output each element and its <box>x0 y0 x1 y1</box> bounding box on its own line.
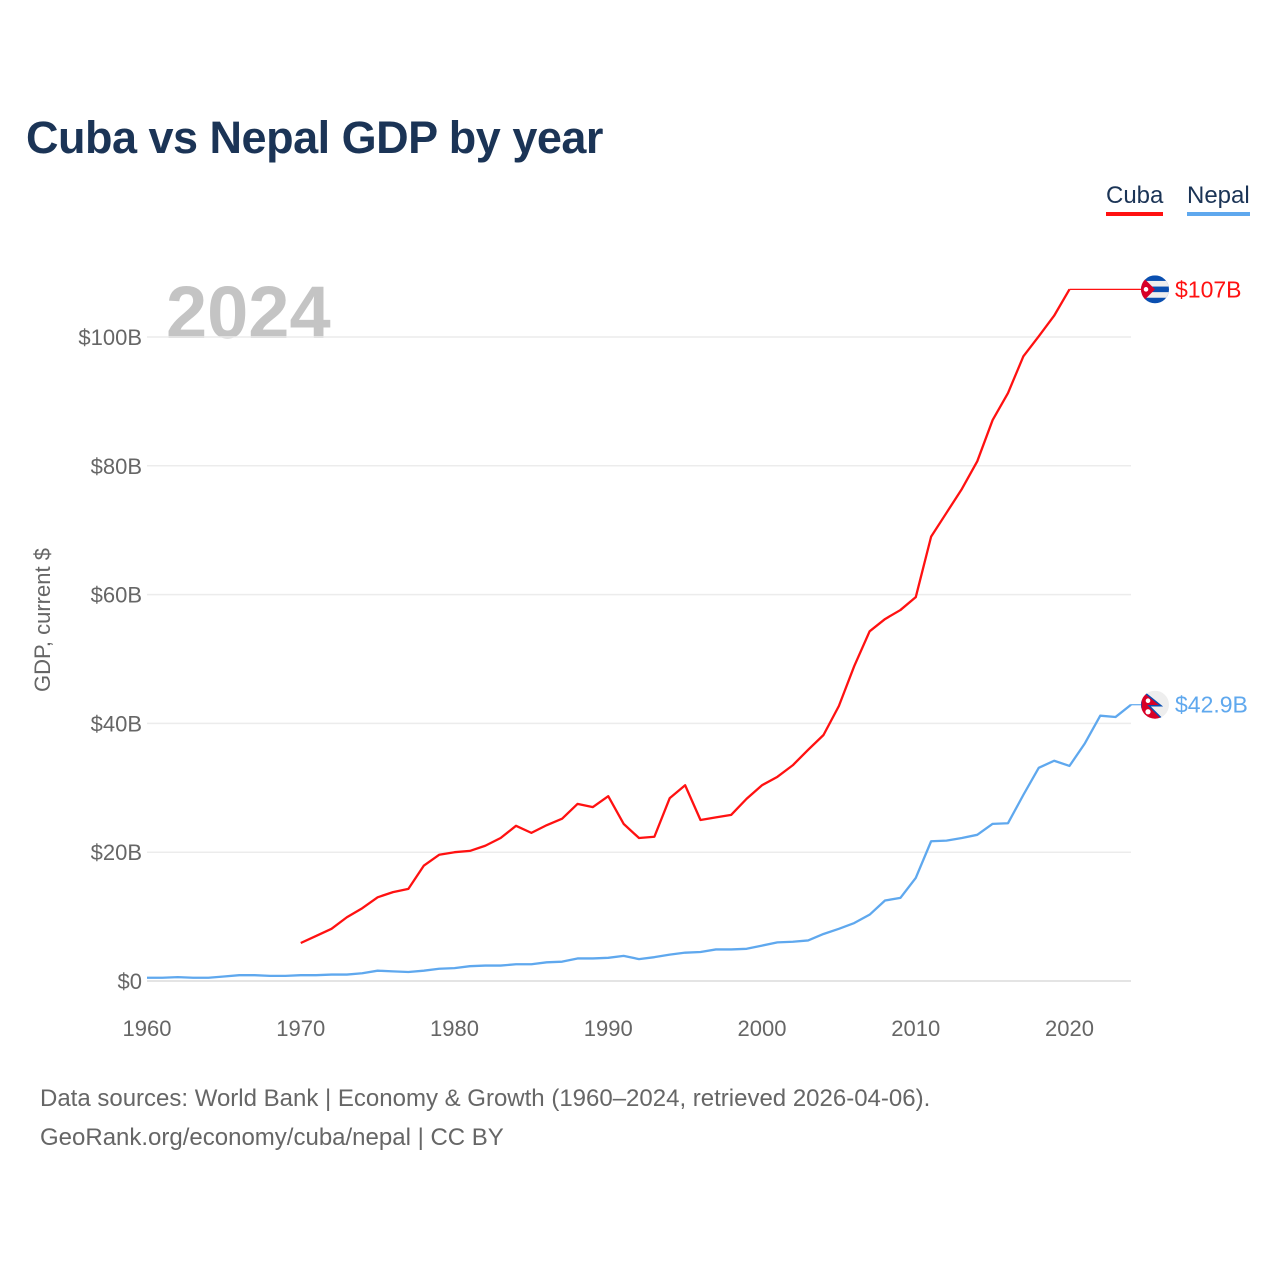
end-value-label-nepal: $42.9B <box>1175 692 1248 718</box>
x-tick-label: 2020 <box>1045 1016 1094 1041</box>
series-line-cuba <box>300 288 1071 945</box>
footer-credit[interactable]: GeoRank.org/economy/cuba/nepal | CC BY <box>40 1124 504 1151</box>
y-tick-label: $80B <box>91 454 142 479</box>
chart-area: 2024 $0 $20B $40B $60B $80B $100B 1960 1970 198… <box>30 271 1248 1041</box>
year-watermark: 2024 <box>166 271 331 354</box>
flag-stripe <box>1141 292 1169 298</box>
flag-star <box>1143 287 1149 292</box>
y-tick-label: $20B <box>91 840 142 865</box>
x-tick-label: 2010 <box>891 1016 940 1041</box>
x-tick-label: 1960 <box>123 1016 172 1041</box>
y-axis-label: GDP, current $ <box>30 548 55 692</box>
end-value-label-cuba: $107B <box>1175 276 1242 302</box>
cuba-flag-icon <box>1141 275 1169 304</box>
chart-title: Cuba vs Nepal GDP by year <box>26 112 603 163</box>
x-tick-label: 1980 <box>430 1016 479 1041</box>
y-tick-label: $60B <box>91 583 142 608</box>
flag-body <box>1141 690 1169 719</box>
flag-stripe <box>1141 280 1169 287</box>
legend-item-nepal[interactable]: Nepal <box>1187 182 1250 216</box>
flag-sun <box>1145 709 1151 715</box>
y-tick-label: $100B <box>78 325 142 350</box>
x-tick-label: 2000 <box>738 1016 787 1041</box>
x-tick-label: 1990 <box>584 1016 633 1041</box>
flag-moon <box>1145 698 1151 704</box>
x-tick-label: 1970 <box>276 1016 325 1041</box>
y-tick-label: $0 <box>118 969 142 994</box>
footer-source: Data sources: World Bank | Economy & Gro… <box>40 1085 931 1112</box>
series-line-nepal <box>147 703 1132 979</box>
nepal-flag-icon <box>1141 690 1169 719</box>
y-tick-label: $40B <box>91 711 142 736</box>
flag-body <box>1141 275 1169 304</box>
legend-item-cuba[interactable]: Cuba <box>1106 182 1164 216</box>
